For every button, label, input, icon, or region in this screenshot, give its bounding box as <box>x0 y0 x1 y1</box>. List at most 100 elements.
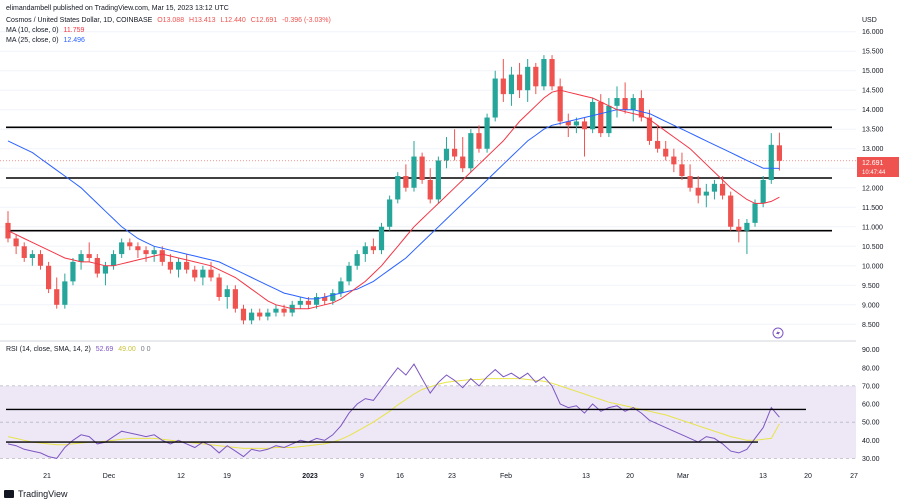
price-tick-label: 14.500 <box>862 88 884 95</box>
candle-body <box>549 59 555 87</box>
candle-body <box>492 78 498 118</box>
candle-body <box>525 66 531 91</box>
publisher-line: elimandambell published on TradingView.c… <box>6 4 232 13</box>
candle-body <box>13 238 19 247</box>
candle-body <box>208 269 214 278</box>
candles <box>5 55 782 325</box>
candle-body <box>127 242 133 247</box>
rsi-axis: 90.00 80.00 70.00 60.00 50.00 40.00 30.00 <box>862 347 880 463</box>
candle-body <box>29 254 35 258</box>
candle-body <box>443 148 450 161</box>
tradingview-logo-icon <box>4 490 14 498</box>
price-axis: 16.000 15.500 15.000 14.500 14.000 13.500 13.0… <box>862 29 884 329</box>
price-tick-label: 11.500 <box>862 205 883 212</box>
candle-body <box>224 289 230 297</box>
time-tick-label: 2023 <box>302 473 318 480</box>
ohlc-change: -0.396 (-3.03%) <box>282 17 331 24</box>
time-tick-label: 13 <box>759 473 767 480</box>
rsi-tick-label: 40.00 <box>862 438 880 445</box>
time-tick-label: 16 <box>396 473 404 480</box>
candle-body <box>395 176 401 200</box>
rsi-sma-value: 49.00 <box>118 346 136 353</box>
candle-body <box>695 187 701 196</box>
candle-body <box>119 242 125 255</box>
candle-body <box>703 191 709 196</box>
candle-body <box>78 254 84 262</box>
time-tick-label: Mar <box>677 473 690 480</box>
candle-body <box>687 176 693 188</box>
price-tick-label: 16.000 <box>862 29 884 36</box>
candle-body <box>37 254 44 266</box>
price-tick-label: 15.500 <box>862 49 884 56</box>
candle-body <box>200 269 206 278</box>
candle-body <box>728 195 734 227</box>
ma25-legend[interactable]: MA (25, close, 0) 12.496 <box>6 36 88 45</box>
candle-body <box>322 296 328 301</box>
rsi-tick-label: 70.00 <box>862 383 880 390</box>
candle-body <box>54 289 60 305</box>
candle-body <box>175 261 182 270</box>
symbol-text: Cosmos / United States Dollar, 1D, COINB… <box>6 17 153 24</box>
candle-body <box>159 250 165 262</box>
time-tick-label: 21 <box>43 473 51 480</box>
candle-body <box>346 265 352 282</box>
candle-body <box>387 199 393 227</box>
rsi-legend[interactable]: RSI (14, close, SMA, 14, 2) 52.69 49.00 … <box>6 345 153 354</box>
tradingview-watermark[interactable]: TradingView <box>4 489 68 499</box>
candle-body <box>744 222 750 231</box>
candle-body <box>460 156 466 169</box>
candle-body <box>719 183 726 196</box>
price-tick-label: 9.000 <box>862 302 880 309</box>
candle-body <box>452 148 458 157</box>
price-grid <box>0 31 856 325</box>
time-tick-label: 12 <box>177 473 185 480</box>
lightning-icon[interactable] <box>772 327 784 339</box>
candle-body <box>655 140 661 149</box>
candle-body <box>151 250 157 255</box>
candle-body <box>598 101 604 134</box>
price-tick-label: 13.000 <box>862 146 884 153</box>
candle-body <box>508 74 515 95</box>
ma10-legend[interactable]: MA (10, close, 0) 11.759 <box>6 26 87 35</box>
candle-body <box>614 98 620 106</box>
time-tick-label: Dec <box>103 473 116 480</box>
candle-body <box>427 179 433 200</box>
candle-body <box>638 98 644 118</box>
candle-body <box>606 105 612 134</box>
rsi-grid <box>0 385 856 459</box>
ma25-line <box>7 109 780 300</box>
candle-body <box>62 281 68 305</box>
ma25-value: 12.496 <box>63 37 85 44</box>
candle-body <box>752 203 758 223</box>
rsi-line <box>7 363 780 459</box>
candle-body <box>484 117 490 149</box>
price-tick-label: 15.000 <box>862 68 884 75</box>
price-pane: 16.000 15.500 15.000 14.500 14.000 13.500 13.0… <box>0 17 899 339</box>
publisher-text: elimandambell published on TradingView.c… <box>6 5 229 12</box>
countdown-tag: 10:47:44 <box>862 170 886 176</box>
candle-body <box>573 121 579 126</box>
candle-body <box>370 246 376 251</box>
candle-body <box>313 296 320 305</box>
candle-body <box>622 98 628 110</box>
time-tick-label: 27 <box>850 473 858 480</box>
candle-body <box>411 156 417 188</box>
rsi-label: RSI (14, close, SMA, 14, 2) <box>6 346 91 353</box>
candle-body <box>273 308 279 313</box>
candle-body <box>419 156 425 180</box>
candle-body <box>102 265 109 274</box>
currency-label: USD <box>862 17 877 24</box>
candle-body <box>265 312 271 317</box>
candle-body <box>671 156 677 165</box>
candle-body <box>257 312 263 317</box>
candle-body <box>516 74 523 91</box>
time-tick-label: 19 <box>223 473 231 480</box>
candle-body <box>354 254 360 266</box>
rsi-tick-label: 60.00 <box>862 402 880 409</box>
watermark-text: TradingView <box>18 489 68 499</box>
price-tick-label: 14.000 <box>862 107 884 114</box>
rsi-tick-label: 50.00 <box>862 420 880 427</box>
candle-body <box>378 226 385 251</box>
candle-body <box>184 261 190 270</box>
